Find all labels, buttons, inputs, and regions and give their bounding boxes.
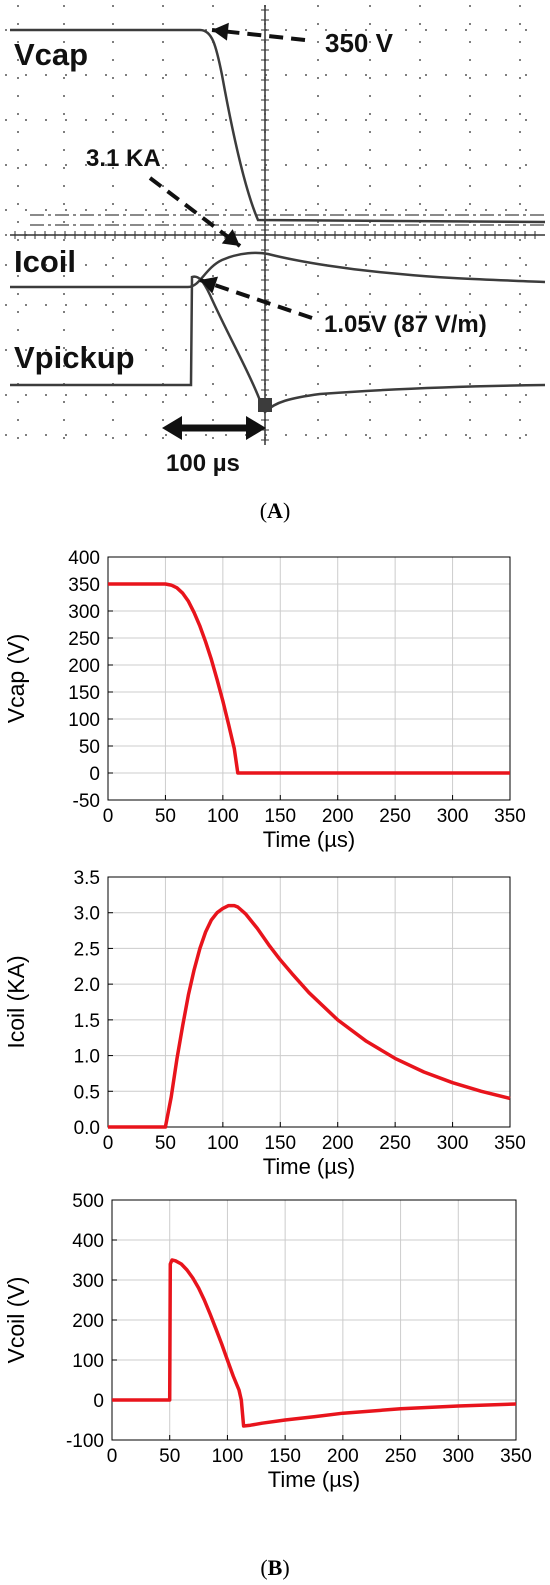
y-tick-label: 1.5 (74, 1011, 100, 1032)
x-tick-label: 100 (207, 1133, 239, 1154)
plot-frame (111, 1199, 517, 1441)
pickup-voltage-annotation: 1.05V (87 V/m) (324, 311, 487, 338)
arrow-350v-head (212, 22, 229, 41)
y-tick-label: 0.0 (74, 1118, 100, 1139)
arrow-pickup-voltage (199, 278, 313, 320)
y-tick-label: 1.0 (74, 1047, 100, 1068)
y-tick-label: 0 (89, 764, 100, 785)
vpickup-minimum-marker (258, 398, 272, 412)
x-tick-label: 100 (212, 1446, 244, 1467)
x-tick-label: 300 (437, 1133, 469, 1154)
x-tick-label: 50 (159, 1446, 180, 1467)
vcap-trace-label: Vcap (14, 37, 88, 72)
y-tick-label: 0.5 (74, 1082, 100, 1103)
vpickup-trace-label: Vpickup (14, 340, 135, 375)
x-tick-label: 0 (103, 806, 114, 827)
plot-frame (107, 556, 511, 801)
x-axis-label: Time (µs) (263, 1154, 356, 1179)
x-tick-label: 200 (327, 1446, 359, 1467)
y-axis-label: Vcap (V) (3, 634, 29, 723)
current-peak-annotation: 3.1 KA (86, 145, 161, 172)
icoil-trace-label: Icoil (14, 244, 76, 279)
y-tick-label: 150 (68, 683, 100, 704)
y-tick-label: 350 (68, 575, 100, 596)
x-tick-label: 200 (322, 1133, 354, 1154)
panel-a-label: (A) (259, 498, 291, 523)
y-tick-label: 100 (68, 710, 100, 731)
arrow-pickup-voltage-head (200, 276, 219, 294)
panel-b-letter: B (267, 1555, 283, 1580)
x-tick-label: 250 (379, 806, 411, 827)
y-tick-label: 300 (68, 602, 100, 623)
time-scale-arrow-right (246, 416, 266, 440)
time-scale-arrow-left (162, 416, 182, 440)
x-axis-label: Time (µs) (268, 1467, 361, 1492)
y-tick-label: 500 (72, 1191, 104, 1212)
y-tick-label: 2.0 (74, 975, 100, 996)
x-tick-label: 300 (437, 806, 469, 827)
vcoil-chart: 0 50 100 150 200 250 300 350-100010020030040050… (3, 1191, 532, 1492)
plot-frame (107, 876, 511, 1128)
x-tick-label: 350 (494, 1133, 526, 1154)
y-axis-label: Vcoil (V) (3, 1277, 29, 1364)
y-tick-label: 400 (68, 548, 100, 569)
y-tick-label: 100 (72, 1351, 104, 1372)
series-line (108, 903, 511, 1129)
y-axis-label: Icoil (KA) (3, 955, 29, 1048)
panel-b-label: (B) (260, 1555, 290, 1580)
x-tick-label: 50 (155, 806, 176, 827)
vcap-trace (10, 28, 546, 224)
x-tick-label: 350 (494, 806, 526, 827)
y-tick-label: 400 (72, 1231, 104, 1252)
y-tick-label: 0 (93, 1391, 104, 1412)
y-tick-label: 200 (68, 656, 100, 677)
x-tick-label: 300 (442, 1446, 474, 1467)
series-line (108, 582, 510, 775)
x-tick-label: 250 (379, 1133, 411, 1154)
simulation-charts: 0 50 100 150 200 250 300 350-500501001502002503… (3, 548, 532, 1492)
panel-a-letter: A (267, 498, 283, 523)
y-tick-label: 2.5 (74, 939, 100, 960)
y-tick-label: -50 (73, 791, 100, 812)
x-tick-label: 150 (264, 1133, 296, 1154)
y-tick-label: 3.5 (74, 868, 100, 889)
oscilloscope-grid (5, 5, 545, 445)
y-tick-label: 50 (79, 737, 100, 758)
x-tick-label: 250 (385, 1446, 417, 1467)
annotation-arrows (148, 22, 313, 440)
icoil-chart: 0 50 100 150 200 250 300 350 0.0 0.5 1.0 1.5 2.0 2.5 3… (3, 868, 526, 1179)
voltage-350v-annotation: 350 V (325, 28, 394, 58)
oscilloscope-panel: Vcap Icoil Vpickup 350 V 3.1 KA 1.05V (8… (5, 5, 546, 477)
x-tick-label: 100 (207, 806, 239, 827)
y-tick-label: 250 (68, 629, 100, 650)
y-tick-label: 300 (72, 1271, 104, 1292)
x-axis-label: Time (µs) (263, 827, 356, 852)
vcap-chart: 0 50 100 150 200 250 300 350-500501001502002503… (3, 548, 526, 852)
arrow-current-peak-head (221, 229, 240, 246)
time-scale-label: 100 µs (166, 450, 240, 477)
x-tick-label: 50 (155, 1133, 176, 1154)
x-tick-label: 200 (322, 806, 354, 827)
x-tick-label: 150 (264, 806, 296, 827)
x-tick-label: 150 (269, 1446, 301, 1467)
x-tick-label: 0 (107, 1446, 118, 1467)
y-tick-label: 3.0 (74, 904, 100, 925)
arrow-current-peak (148, 176, 242, 248)
series-line (112, 1258, 517, 1428)
y-tick-label: 200 (72, 1311, 104, 1332)
x-tick-label: 0 (103, 1133, 114, 1154)
icoil-trace (10, 251, 546, 289)
x-tick-label: 350 (500, 1446, 532, 1467)
y-tick-label: -100 (66, 1431, 104, 1452)
